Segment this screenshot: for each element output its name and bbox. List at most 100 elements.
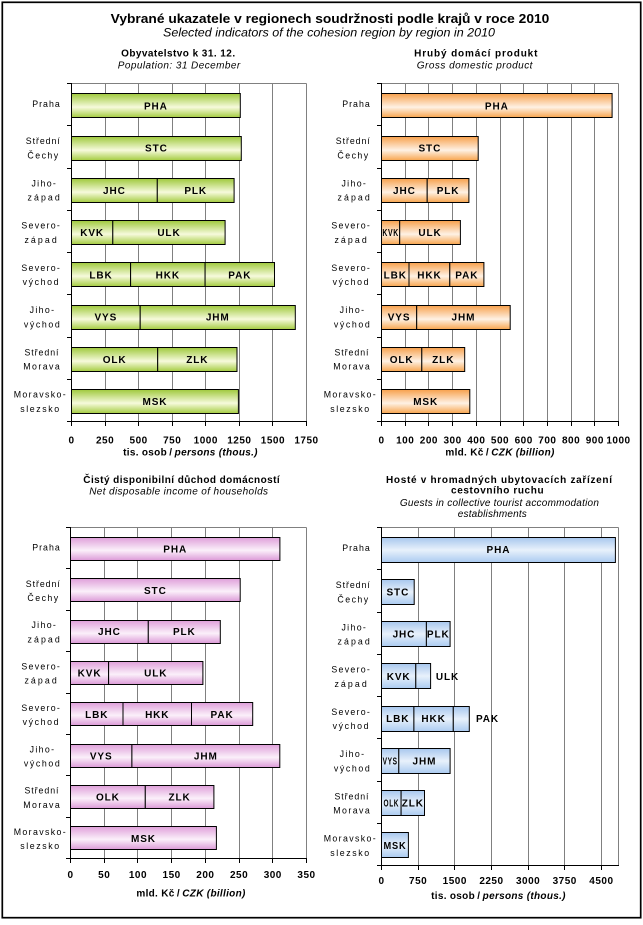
- svg-text:1500: 1500: [443, 876, 467, 887]
- svg-text:PLK: PLK: [437, 186, 460, 197]
- svg-text:Praha: Praha: [32, 543, 60, 553]
- svg-text:4500: 4500: [589, 876, 613, 887]
- svg-text:Severo-: Severo-: [331, 665, 369, 675]
- svg-text:Čechy: Čechy: [27, 593, 58, 603]
- svg-text:250: 250: [230, 870, 248, 881]
- svg-text:východ: východ: [23, 717, 59, 727]
- svg-text:KVK: KVK: [387, 672, 411, 683]
- svg-text:700: 700: [538, 435, 556, 446]
- svg-text:cestovního ruchu: cestovního ruchu: [451, 486, 544, 497]
- svg-text:2250: 2250: [479, 876, 503, 887]
- svg-text:Guests in collective tourist a: Guests in collective tourist accommodati…: [400, 498, 599, 509]
- svg-text:400: 400: [467, 435, 485, 446]
- svg-text:1250: 1250: [227, 435, 251, 446]
- svg-text:ULK: ULK: [418, 228, 441, 239]
- svg-text:Obyvatelstvo k 31. 12.: Obyvatelstvo k 31. 12.: [121, 49, 235, 60]
- svg-text:200: 200: [420, 435, 438, 446]
- svg-text:slezsko: slezsko: [330, 848, 369, 858]
- svg-text:východ: východ: [24, 319, 60, 329]
- svg-text:Severo-: Severo-: [21, 662, 59, 672]
- svg-text:STC: STC: [144, 586, 167, 597]
- svg-text:0: 0: [378, 876, 384, 887]
- svg-text:MSK: MSK: [413, 397, 438, 408]
- svg-text:východ: východ: [333, 721, 369, 731]
- svg-text:100: 100: [396, 435, 414, 446]
- svg-text:50: 50: [98, 870, 110, 881]
- svg-text:STC: STC: [386, 587, 409, 598]
- svg-text:PAK: PAK: [228, 270, 251, 281]
- svg-text:Čechy: Čechy: [337, 150, 368, 160]
- svg-text:Praha: Praha: [342, 543, 370, 553]
- svg-text:MSK: MSK: [131, 834, 156, 845]
- svg-text:východ: východ: [334, 763, 370, 773]
- svg-text:300: 300: [264, 870, 282, 881]
- svg-text:LBK: LBK: [386, 714, 409, 725]
- svg-text:Moravsko-: Moravsko-: [324, 390, 376, 400]
- svg-text:PLK: PLK: [173, 627, 196, 638]
- svg-text:Střední: Střední: [26, 579, 61, 589]
- svg-text:PHA: PHA: [163, 544, 187, 555]
- svg-text:tis. osob / persons (thous.): tis. osob / persons (thous.): [431, 891, 566, 902]
- svg-text:Jiho-: Jiho-: [340, 305, 364, 315]
- svg-text:JHM: JHM: [194, 751, 218, 762]
- svg-text:VYS: VYS: [383, 756, 398, 767]
- svg-text:západ: západ: [334, 679, 366, 689]
- svg-text:Střední: Střední: [26, 136, 61, 146]
- svg-text:Střední: Střední: [25, 786, 60, 796]
- svg-text:750: 750: [163, 435, 181, 446]
- svg-text:VYS: VYS: [94, 313, 117, 324]
- svg-text:HKK: HKK: [145, 710, 169, 721]
- svg-text:ULK: ULK: [157, 228, 180, 239]
- svg-text:OLK: OLK: [96, 793, 120, 804]
- svg-text:východ: východ: [333, 277, 369, 287]
- svg-text:1750: 1750: [294, 435, 318, 446]
- svg-text:Moravsko-: Moravsko-: [324, 834, 376, 844]
- svg-text:3000: 3000: [516, 876, 540, 887]
- svg-text:PHA: PHA: [485, 101, 509, 112]
- svg-text:ZLK: ZLK: [402, 799, 424, 810]
- svg-text:500: 500: [491, 435, 509, 446]
- svg-text:OLK: OLK: [384, 799, 400, 810]
- svg-text:600: 600: [515, 435, 533, 446]
- svg-text:východ: východ: [334, 319, 370, 329]
- svg-text:HKK: HKK: [156, 270, 180, 281]
- svg-text:Hosté v hromadných ubytovacích: Hosté v hromadných ubytovacích zařízení: [386, 475, 613, 486]
- svg-text:200: 200: [196, 870, 214, 881]
- svg-text:Vybrané ukazatele v regionech: Vybrané ukazatele v regionech soudržnost…: [111, 12, 550, 26]
- svg-text:Selected indicators of the coh: Selected indicators of the cohesion regi…: [163, 28, 496, 40]
- svg-text:PAK: PAK: [476, 714, 499, 725]
- svg-text:0: 0: [68, 435, 74, 446]
- svg-text:západ: západ: [28, 193, 60, 203]
- svg-text:JHM: JHM: [452, 313, 476, 324]
- svg-text:západ: západ: [338, 637, 370, 647]
- svg-text:slezsko: slezsko: [20, 841, 59, 851]
- svg-text:Population: 31 December: Population: 31 December: [118, 61, 241, 72]
- svg-text:Střední: Střední: [335, 347, 370, 357]
- svg-text:Jiho-: Jiho-: [341, 622, 365, 632]
- svg-text:HKK: HKK: [417, 270, 441, 281]
- svg-text:Čechy: Čechy: [337, 594, 368, 604]
- svg-text:Praha: Praha: [342, 99, 370, 109]
- svg-text:Severo-: Severo-: [21, 221, 59, 231]
- svg-text:PLK: PLK: [427, 630, 450, 641]
- svg-text:Moravsko-: Moravsko-: [14, 827, 66, 837]
- svg-text:ZLK: ZLK: [169, 793, 191, 804]
- svg-text:Střední: Střední: [336, 136, 371, 146]
- svg-text:Hrubý domácí produkt: Hrubý domácí produkt: [414, 49, 538, 60]
- svg-text:STC: STC: [145, 144, 168, 155]
- svg-text:východ: východ: [24, 758, 60, 768]
- svg-text:KVK: KVK: [78, 669, 102, 680]
- svg-text:Jiho-: Jiho-: [30, 744, 54, 754]
- svg-text:MSK: MSK: [383, 841, 406, 852]
- svg-text:800: 800: [562, 435, 580, 446]
- svg-text:0: 0: [67, 870, 73, 881]
- svg-text:Severo-: Severo-: [21, 703, 59, 713]
- svg-text:150: 150: [163, 870, 181, 881]
- svg-text:LBK: LBK: [384, 270, 407, 281]
- svg-text:OLK: OLK: [103, 355, 127, 366]
- svg-text:500: 500: [130, 435, 148, 446]
- svg-text:STC: STC: [418, 144, 441, 155]
- svg-text:slezsko: slezsko: [20, 404, 59, 414]
- svg-text:PHA: PHA: [487, 545, 511, 556]
- svg-text:ULK: ULK: [144, 669, 167, 680]
